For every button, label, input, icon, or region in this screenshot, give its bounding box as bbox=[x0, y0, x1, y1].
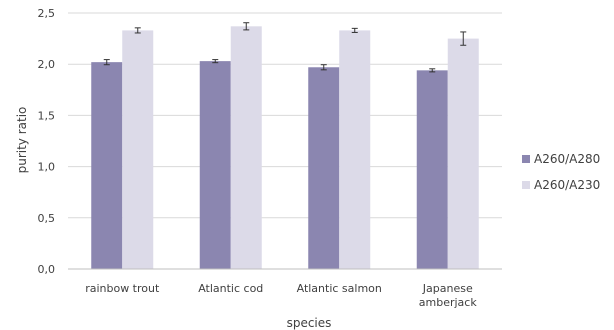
legend-label: A260/A230 bbox=[534, 178, 600, 192]
y-tick-label: 0,5 bbox=[38, 212, 56, 225]
legend-swatch bbox=[522, 155, 530, 163]
bar bbox=[416, 70, 448, 270]
error-bars bbox=[103, 22, 467, 73]
bar bbox=[91, 62, 123, 269]
y-tick-label: 1,5 bbox=[38, 109, 56, 122]
x-tick-label: Japanese amberjack bbox=[419, 282, 478, 309]
x-tick-label: Atlantic salmon bbox=[297, 282, 382, 295]
y-tick-label: 0,0 bbox=[38, 263, 56, 276]
bar bbox=[230, 26, 262, 270]
legend-label: A260/A280 bbox=[534, 152, 600, 166]
bar bbox=[339, 30, 371, 269]
bar bbox=[447, 38, 479, 269]
y-tick-label: 2,5 bbox=[38, 7, 56, 20]
x-axis-title: species bbox=[287, 316, 332, 330]
y-axis-title: purity ratio bbox=[15, 107, 29, 174]
legend-swatch bbox=[522, 181, 530, 189]
x-tick-label: rainbow trout bbox=[85, 282, 160, 295]
y-tick-label: 2,0 bbox=[38, 58, 56, 71]
y-tick-labels: 0,0 0,5 1,0 1,5 2,0 2,5 bbox=[38, 7, 56, 276]
bars bbox=[91, 26, 479, 270]
bar bbox=[308, 67, 340, 269]
bar bbox=[199, 61, 231, 270]
x-tick-label: Atlantic cod bbox=[198, 282, 263, 295]
bar bbox=[122, 30, 154, 269]
legend: A260/A280 A260/A230 bbox=[522, 152, 600, 192]
y-tick-label: 1,0 bbox=[38, 161, 56, 174]
x-tick-labels: rainbow trout Atlantic cod Atlantic salmon… bbox=[85, 282, 477, 309]
